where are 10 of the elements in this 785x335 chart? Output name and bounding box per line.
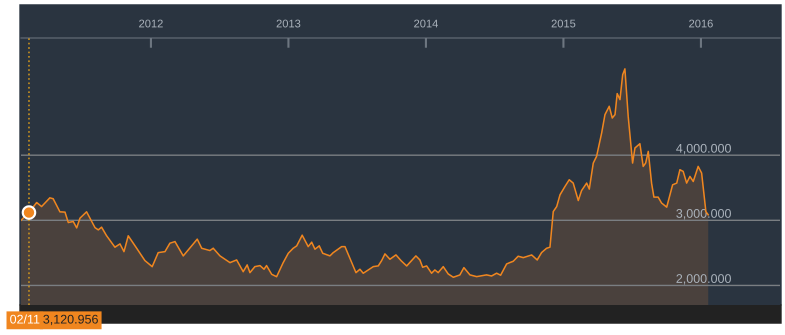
x-tick-label: 2013 [276,20,300,28]
y-tick-label: 2,000.000 [676,274,731,284]
text: 02/11 [10,314,40,324]
x-tick-label: 2015 [552,20,576,28]
x-tick-label: 2016 [689,20,713,28]
x-tick-label: 2014 [414,20,438,28]
text: 3,120.956 [43,314,98,326]
x-tick-label: 2012 [139,20,163,28]
y-tick-label: 4,000.000 [676,144,731,154]
y-tick-label: 3,000.000 [676,209,731,220]
